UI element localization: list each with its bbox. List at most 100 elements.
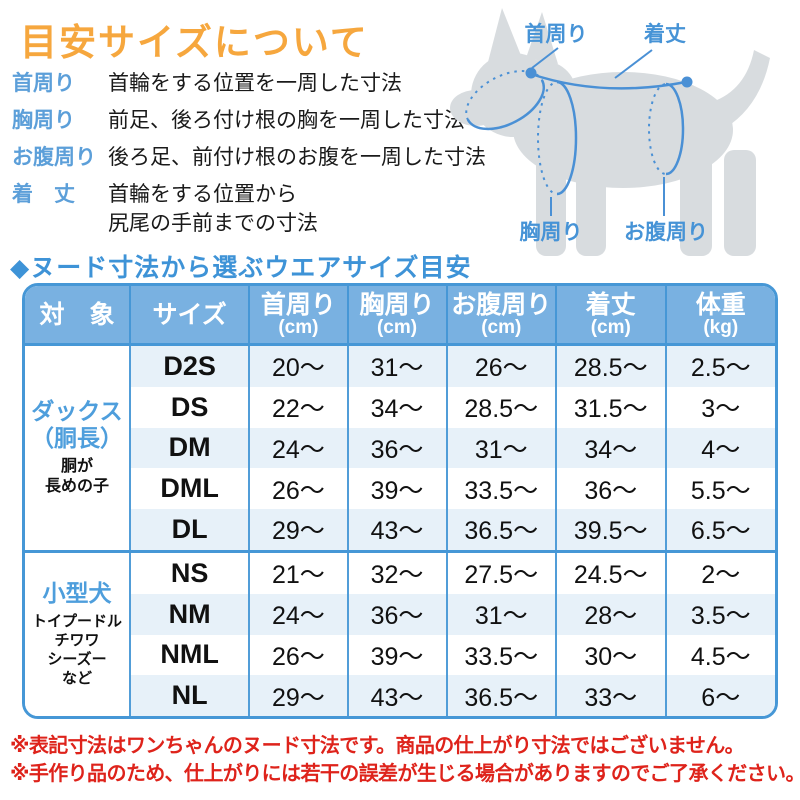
legend-label: 胸周り [12,109,75,132]
value-cell: 28.5〜 [446,386,557,428]
size-code-cell: NS [130,549,251,594]
value-cell: 26〜 [446,344,557,387]
value-cell: 31〜 [446,427,557,469]
value-cell: 32〜 [347,549,448,594]
legend-item-belly: お腹周り 後ろ足、前付け根のお腹を一周した寸法 [12,143,486,172]
value-cell: 39〜 [347,634,448,676]
value-cell: 36〜 [347,427,448,469]
table-row: NL 29〜 43〜 36.5〜 33〜 6〜 [25,675,775,716]
table-row: NM 24〜 36〜 31〜 28〜 3.5〜 [25,593,775,635]
size-code-cell: DL [130,509,251,552]
value-cell: 34〜 [556,427,667,469]
table-row: DM 24〜 36〜 31〜 34〜 4〜 [25,427,775,469]
size-code-cell: DML [130,468,251,510]
table-row: NML 26〜 39〜 33.5〜 30〜 4.5〜 [25,634,775,676]
value-cell: 3.5〜 [665,593,775,635]
size-table-container: 対 象 サイズ 首周り (cm) 胸周り (cm) お腹周り (cm) 着丈 (cm) … [22,283,778,719]
footer-note: ※表記寸法はワンちゃんのヌード寸法です。商品の仕上がり寸法ではございません。 [10,735,745,757]
value-cell: 28.5〜 [556,344,667,387]
size-code-cell: D2S [130,344,251,387]
size-code-cell: NML [130,634,251,676]
group-name: 小型犬 [42,580,112,607]
value-cell: 39〜 [347,468,448,510]
value-cell: 33〜 [556,675,667,716]
legend-desc-line2: 尻尾の手前までの寸法 [108,212,318,235]
value-cell: 29〜 [249,675,349,716]
col-header-length: 着丈 (cm) [556,286,667,346]
legend-desc: 首輪をする位置から 尻尾の手前までの寸法 [108,180,318,238]
belly-ellipse [665,82,685,176]
value-cell: 27.5〜 [446,549,557,594]
value-cell: 36.5〜 [446,509,557,552]
neck-ellipse [466,79,545,131]
table-row: 小型犬 トイプードル チワワ シーズー など NS 21〜 32〜 27.5〜 … [25,549,775,716]
value-cell: 36〜 [556,468,667,510]
table-header-row: 対 象 サイズ 首周り (cm) 胸周り (cm) お腹周り (cm) 着丈 (cm) … [25,286,775,346]
col-header-belly: お腹周り (cm) [446,286,557,346]
footer-note: ※手作り品のため、仕上がりには若干の誤差が生じる場合がありますのでご了承ください… [10,763,800,785]
col-header-target: 対 象 [25,286,131,346]
value-cell: 31〜 [446,593,557,635]
value-cell: 22〜 [249,386,349,428]
value-cell: 3〜 [665,386,775,428]
diagram-label-length: 着丈 [643,22,686,46]
value-cell: 5.5〜 [665,468,775,510]
col-header-size: サイズ [130,286,251,346]
value-cell: 2.5〜 [665,344,775,387]
value-cell: 36.5〜 [446,675,557,716]
group-note: シーズー [47,651,107,669]
page-title: 目安サイズについて [20,22,369,63]
value-cell: 43〜 [347,675,448,716]
value-cell: 26〜 [249,634,349,676]
legend-label: 着 丈 [12,183,75,206]
value-cell: 31.5〜 [556,386,667,428]
group-name-line2: （胴長） [31,425,123,452]
legend-item-length: 着 丈 首輪をする位置から 尻尾の手前までの寸法 [12,180,486,238]
value-cell: 24〜 [249,427,349,469]
measurement-legend: 首周り 首輪をする位置を一周した寸法 胸周り 前足、後ろ付け根の胸を一周した寸法… [12,69,486,246]
value-cell: 24.5〜 [556,549,667,594]
length-leader-line [614,49,653,79]
group-name: ダックス [31,398,123,425]
col-header-chest: 胸周り (cm) [347,286,448,346]
dog-measurement-diagram: 首周り 着丈 胸周り お腹周り [450,8,770,256]
value-cell: 33.5〜 [446,634,557,676]
chest-ellipse [556,80,578,196]
value-cell: 28〜 [556,593,667,635]
legend-desc: 首輪をする位置を一周した寸法 [108,72,402,95]
group-note: 長めの子 [44,478,109,496]
value-cell: 39.5〜 [556,509,667,552]
neck-leader-line [531,47,559,69]
footer-notes: ※表記寸法はワンちゃんのヌード寸法です。商品の仕上がり寸法ではございません。 ※… [10,732,800,788]
value-cell: 29〜 [249,509,349,552]
group-note: トイプードル [31,613,122,631]
diagram-label-neck: 首周り [525,22,588,46]
value-cell: 30〜 [556,634,667,676]
table-row: ダックス （胴長） 胴が 長めの子 D2S 20〜 31〜 26〜 28.5〜 … [25,344,775,552]
value-cell: 31〜 [347,344,448,387]
value-cell: 2〜 [665,549,775,594]
col-header-weight: 体重 (kg) [665,286,775,346]
diagram-label-chest: 胸周り [520,220,583,244]
diagram-label-belly: お腹周り [624,220,708,244]
value-cell: 6〜 [665,675,775,716]
length-end-dot [681,76,693,88]
value-cell: 43〜 [347,509,448,552]
value-cell: 4〜 [665,427,775,469]
table-row: DML 26〜 39〜 33.5〜 36〜 5.5〜 [25,468,775,510]
legend-label: お腹周り [12,146,96,169]
value-cell: 34〜 [347,386,448,428]
legend-item-neck: 首周り 首輪をする位置を一周した寸法 [12,69,486,98]
size-table: 対 象 サイズ 首周り (cm) 胸周り (cm) お腹周り (cm) 着丈 (cm) … [25,286,775,716]
dog-silhouette [450,8,770,256]
length-start-dot [525,67,537,79]
group-note: など [61,670,92,688]
table-row: DL 29〜 43〜 36.5〜 39.5〜 6.5〜 [25,509,775,552]
legend-desc-line1: 首輪をする位置から [108,183,297,206]
group-note: チワワ [54,632,100,650]
value-cell: 21〜 [249,549,349,594]
legend-label: 首周り [12,72,75,95]
col-header-neck: 首周り (cm) [249,286,349,346]
length-line [530,72,687,90]
